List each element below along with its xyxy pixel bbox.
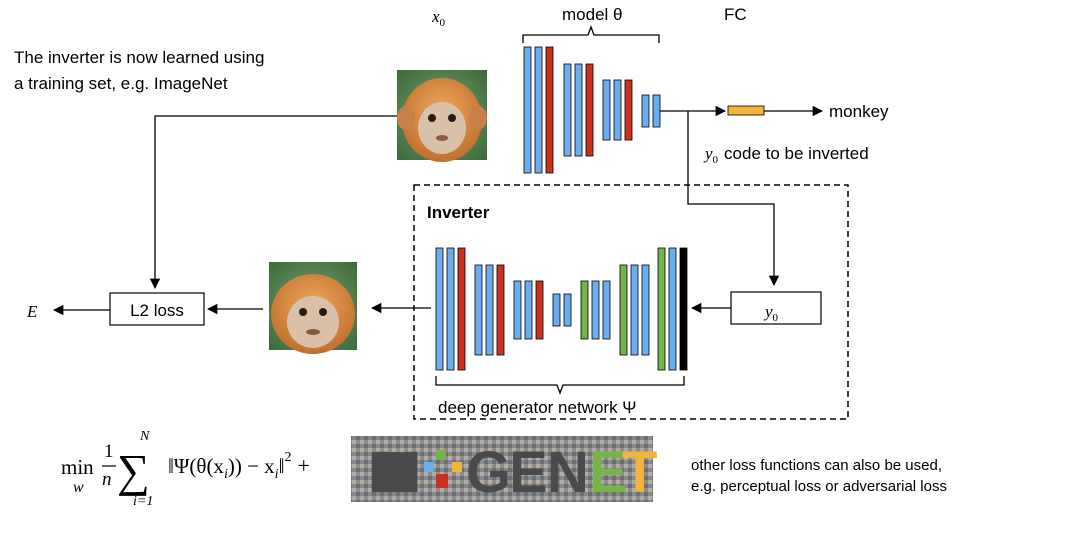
gen-layer <box>668 247 677 371</box>
fc-label: FC <box>724 5 747 24</box>
l2-loss-label: L2 loss <box>130 301 184 320</box>
model-layer <box>602 79 611 141</box>
gen-layer <box>679 247 688 371</box>
svg-text:E: E <box>589 440 628 505</box>
svg-text:E: E <box>509 440 548 505</box>
code-to-y0-arrow <box>687 111 780 287</box>
svg-text:min: min <box>61 455 94 479</box>
gen-layer <box>435 247 444 371</box>
svg-text:T: T <box>622 440 657 505</box>
generator-label: deep generator network Ψ <box>438 398 637 417</box>
gen-layer <box>485 264 494 356</box>
input-monkey-image <box>397 70 487 162</box>
svg-text:w: w <box>73 479 84 496</box>
model-layer <box>523 46 532 174</box>
model-label: model θ <box>562 5 622 24</box>
model-layer <box>545 46 554 174</box>
model-layer <box>534 46 543 174</box>
gen-layer <box>513 280 522 340</box>
gen-layer <box>630 264 639 356</box>
svg-text:G: G <box>466 440 511 505</box>
gen-layer <box>602 280 611 340</box>
model-layer <box>641 94 650 128</box>
objective-formula: min w 1 n N ∑ i=1 ‖Ψ(θ(xi)) − xi‖2 + <box>61 429 310 509</box>
model-layer <box>613 79 622 141</box>
gen-layer <box>446 247 455 371</box>
reconstructed-monkey-image <box>269 262 357 354</box>
l2-loss-box <box>109 292 205 326</box>
svg-text:1: 1 <box>104 441 114 462</box>
gen-layer <box>457 247 466 371</box>
generator-brace <box>435 376 685 395</box>
gen-layer <box>619 264 628 356</box>
note-line1: other loss functions can also be used, <box>691 457 942 474</box>
y0-box-label: y0 <box>763 302 779 324</box>
inverter-box <box>413 184 849 420</box>
gen-layer <box>535 280 544 340</box>
gen-layer <box>657 247 666 371</box>
monkey-label: monkey <box>829 102 889 121</box>
model-brace <box>522 25 660 43</box>
gen-layer <box>496 264 505 356</box>
x0-label: x0 <box>431 7 446 29</box>
model-layer <box>652 94 661 128</box>
svg-text:i=1: i=1 <box>133 494 153 509</box>
generator-network <box>435 247 688 371</box>
svg-text:M: M <box>373 440 421 505</box>
svg-text:‖Ψ(θ(xi)) − xi‖2+: ‖Ψ(θ(xi)) − xi‖2 + <box>168 450 310 482</box>
image-to-loss-arrow <box>149 115 397 290</box>
model-layer <box>624 79 633 141</box>
model-layer <box>563 63 572 157</box>
svg-text:n: n <box>102 469 112 490</box>
intro-text-line1: The inverter is now learned using <box>14 48 264 67</box>
inverter-label: Inverter <box>427 203 490 222</box>
gen-layer <box>641 264 650 356</box>
gen-layer <box>552 293 561 327</box>
svg-text:N: N <box>139 429 150 444</box>
gen-layer <box>591 280 600 340</box>
model-layer <box>585 63 594 157</box>
note-line2: e.g. perceptual loss or adversarial loss <box>691 478 947 495</box>
model-network <box>523 46 661 174</box>
svg-text:N: N <box>547 440 589 505</box>
svg-text:∑: ∑ <box>117 445 150 496</box>
gen-layer <box>474 264 483 356</box>
svg-text:I: I <box>352 440 434 505</box>
intro-text-line2: a training set, e.g. ImageNet <box>14 74 228 93</box>
e-label: E <box>26 302 38 321</box>
y0-box <box>730 291 822 325</box>
model-layer <box>574 63 583 157</box>
imagenet-logo: I M G E N E T <box>351 436 657 505</box>
gen-layer <box>563 293 572 327</box>
y0-code-label: y0 code to be inverted <box>703 144 869 166</box>
gen-layer <box>580 280 589 340</box>
fc-layer-box <box>727 105 765 116</box>
gen-layer <box>524 280 533 340</box>
